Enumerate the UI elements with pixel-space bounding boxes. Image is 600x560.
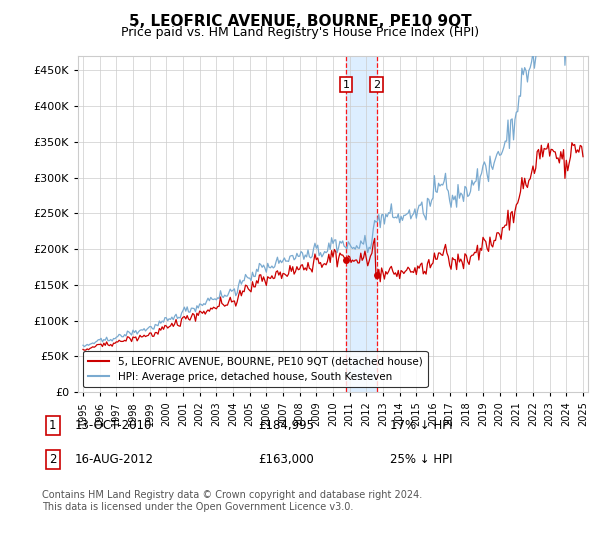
- Text: 13-OCT-2010: 13-OCT-2010: [75, 419, 152, 432]
- Text: Price paid vs. HM Land Registry's House Price Index (HPI): Price paid vs. HM Land Registry's House …: [121, 26, 479, 39]
- Text: 16-AUG-2012: 16-AUG-2012: [75, 452, 154, 466]
- Legend: 5, LEOFRIC AVENUE, BOURNE, PE10 9QT (detached house), HPI: Average price, detach: 5, LEOFRIC AVENUE, BOURNE, PE10 9QT (det…: [83, 351, 428, 387]
- Text: 1: 1: [343, 80, 350, 90]
- Text: 2: 2: [373, 80, 380, 90]
- Text: 2: 2: [49, 452, 56, 466]
- Text: 5, LEOFRIC AVENUE, BOURNE, PE10 9QT: 5, LEOFRIC AVENUE, BOURNE, PE10 9QT: [128, 14, 472, 29]
- Text: Contains HM Land Registry data © Crown copyright and database right 2024.
This d: Contains HM Land Registry data © Crown c…: [42, 490, 422, 512]
- Text: £163,000: £163,000: [258, 452, 314, 466]
- Text: £184,995: £184,995: [258, 419, 314, 432]
- Text: 17% ↓ HPI: 17% ↓ HPI: [390, 419, 452, 432]
- Text: 25% ↓ HPI: 25% ↓ HPI: [390, 452, 452, 466]
- Bar: [346, 56, 377, 392]
- Text: 1: 1: [49, 419, 56, 432]
